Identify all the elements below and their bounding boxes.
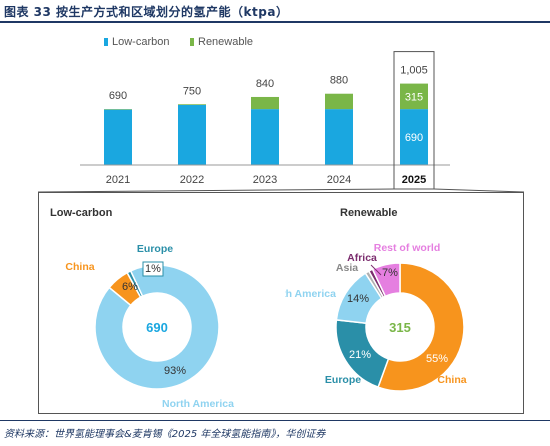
bar-renewable-2022 <box>178 104 206 105</box>
title-rule <box>0 21 550 23</box>
bar-total-label-2021: 690 <box>109 90 127 102</box>
pct-label-north-america: 93% <box>164 365 186 377</box>
x-tick-label-2021: 2021 <box>106 174 130 186</box>
donut-slice-rest-of-world <box>371 262 401 298</box>
slice-name-europe: Europe <box>325 374 361 386</box>
figure-title: 图表 33 按生产方式和区域划分的氢产能（ktpa） <box>4 5 289 19</box>
slice-name-china: China <box>437 374 466 386</box>
pct-label-europe: 1% <box>145 263 161 275</box>
legend-label-renewable: Renewable <box>198 36 254 48</box>
bar-total-label-2025: 1,005 <box>400 65 428 77</box>
x-tick-label-2022: 2022 <box>180 174 204 186</box>
slice-name-asia: Asia <box>336 262 358 274</box>
donut-slice-europe <box>126 269 144 299</box>
pct-label-rest-of-world: 7% <box>382 267 398 279</box>
slice-name-europe: Europe <box>137 243 173 255</box>
africa-leader-line <box>370 264 382 276</box>
legend-item-low-carbon: Low-carbon <box>104 36 169 48</box>
legend-label-low-carbon: Low-carbon <box>112 36 170 48</box>
legend-swatch-low-carbon <box>104 38 108 46</box>
bar-total-label-2022: 750 <box>183 85 201 97</box>
bar-renewable-2025 <box>400 83 428 110</box>
x-tick-label-2025: 2025 <box>402 174 426 186</box>
donut-center-value: 690 <box>146 320 168 335</box>
bar-chart: 690 2021 750 2022 840 2023 880 2024 1,005 2025 315… <box>37 51 525 193</box>
donut-slice-china <box>377 262 465 392</box>
breakdown-panel-2025 <box>38 192 524 414</box>
bar-renewable-2023 <box>251 96 279 110</box>
bar-low-carbon-2021 <box>104 109 132 165</box>
slice-name-north-america: North America <box>162 398 234 410</box>
segment-label-low-carbon-2025: 690 <box>405 132 423 144</box>
pct-label-china: 6% <box>122 281 138 293</box>
bar-low-carbon-2025 <box>400 109 428 165</box>
donut-chart-renewable: 315 55% China 21% Europe 14% North America Asia… <box>285 242 467 392</box>
pct-label-china: 55% <box>426 353 448 365</box>
x-tick-label-2024: 2024 <box>327 174 351 186</box>
bar-total-label-2024: 880 <box>330 75 348 87</box>
bar-total-label-2023: 840 <box>256 78 274 90</box>
zoom-connector-right <box>433 188 525 193</box>
segment-label-renewable-2025: 315 <box>405 91 423 103</box>
slice-name-north-america: North America <box>285 288 336 300</box>
pct-label-europe: 21% <box>349 349 371 361</box>
slice-name-africa: Africa <box>347 252 377 264</box>
source-note: 资料来源：世界氢能理事会&麦肯锡《2025 年全球氢能指南》，华创证券 <box>4 429 326 440</box>
panel-label-renewable: Renewable <box>340 207 398 219</box>
donut-chart-low-carbon: 690 93% North America 6% China 1% Europe <box>65 243 234 410</box>
legend-item-renewable: Renewable <box>190 36 253 48</box>
panel-label-low-carbon: Low-carbon <box>50 207 113 219</box>
highlight-frame-2025 <box>393 51 435 190</box>
pct-box-europe <box>142 261 164 277</box>
pct-label-north-america: 14% <box>347 293 369 305</box>
bar-low-carbon-2022 <box>178 104 206 165</box>
legend-swatch-renewable <box>190 38 194 46</box>
footer-rule <box>0 420 550 421</box>
zoom-connector-left <box>37 188 395 193</box>
bar-renewable-2024 <box>325 93 353 110</box>
bar-low-carbon-2024 <box>325 109 353 165</box>
bar-low-carbon-2023 <box>251 109 279 165</box>
x-tick-label-2023: 2023 <box>253 174 277 186</box>
donut-slice-north-america <box>94 264 220 390</box>
donut-center-value: 315 <box>389 320 411 335</box>
slice-name-rest-of-world: Rest of world <box>374 242 441 254</box>
slice-name-china: China <box>65 261 94 273</box>
